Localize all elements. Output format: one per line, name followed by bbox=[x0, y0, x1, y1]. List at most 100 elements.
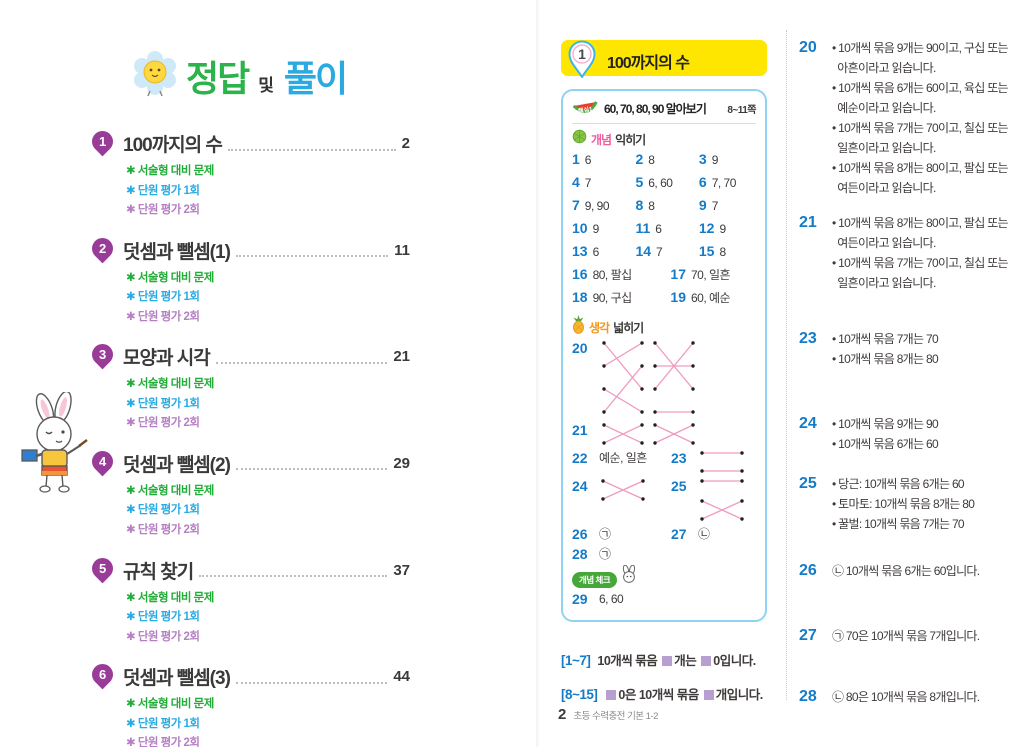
column-divider bbox=[786, 30, 787, 700]
solution-text: ㉠ 70은 10개씩 묶음 7개입니다. bbox=[832, 629, 980, 643]
dotted-leader bbox=[235, 243, 389, 258]
answer-number: 4 bbox=[572, 174, 580, 190]
answer-item: 12 9 bbox=[699, 220, 756, 243]
toc-subitem-writing: ✱ 서술형 대비 문제 bbox=[126, 484, 214, 497]
answer-item: 7 9, 90 bbox=[572, 197, 635, 220]
answer-item: 16 80, 팔십 bbox=[572, 266, 670, 289]
toc-subitem-writing: ✱ 서술형 대비 문제 bbox=[126, 165, 214, 177]
item-number: 21 bbox=[572, 422, 588, 438]
answers-title: 정답 및 풀이 bbox=[132, 50, 348, 102]
chapter-title: 덧셈과 뺄셈(3) bbox=[123, 668, 231, 690]
toc-subitems: ✱ 서술형 대비 문제 ✱ 단원 평가 1회 ✱ 단원 평가 2회 bbox=[126, 375, 410, 434]
solution-item: 21 • 10개씩 묶음 8개는 80이고, 팔십 또는 여든이라고 읽습니다.… bbox=[799, 213, 1018, 293]
solution-text: • 10개씩 묶음 7개는 70 • 10개씩 묶음 8개는 80 bbox=[832, 332, 939, 366]
answer-item: 10 9 bbox=[572, 220, 635, 243]
toc-subitem-writing: ✱ 서술형 대비 문제 bbox=[126, 271, 214, 284]
box-item-20: 20 bbox=[572, 339, 756, 419]
answer-value: 70, 일흔 bbox=[690, 268, 731, 282]
item-number: 29 bbox=[572, 591, 588, 608]
box-item-29: 29 6, 60 bbox=[572, 590, 756, 608]
answer-number: 12 bbox=[698, 220, 715, 236]
matching-diagram-25 bbox=[700, 479, 744, 521]
chapter-title: 100까지의 수 bbox=[123, 135, 223, 156]
toc-chapter: 6 덧셈과 뺄셈(3) 44 ✱ 서술형 대비 문제 ✱ 단원 평가 1회 ✱ … bbox=[87, 659, 410, 747]
solution-number: 25 bbox=[799, 475, 817, 492]
toc-subitem-test2: ✱ 단원 평가 2회 bbox=[126, 417, 200, 430]
answer-number: 18 bbox=[572, 289, 588, 305]
answer-value: 8 bbox=[648, 199, 655, 213]
solution-item: 23 • 10개씩 묶음 7개는 70 • 10개씩 묶음 8개는 80 bbox=[799, 329, 1018, 369]
answer-item: 13 6 bbox=[572, 243, 635, 266]
solutions-column: 20 • 10개씩 묶음 9개는 90이고, 구십 또는 아흔이라고 읽습니다.… bbox=[799, 38, 1018, 707]
answer-item: 14 7 bbox=[635, 243, 698, 266]
toc-chapter-row: 3 모양과 시각 21 bbox=[87, 339, 410, 370]
toc-subitem-test1: ✱ 단원 평가 1회 bbox=[126, 291, 200, 304]
concept-check-badge: 개념 체크 bbox=[572, 564, 756, 589]
chapter-page-number: 29 bbox=[393, 454, 410, 472]
item-number: 22 bbox=[572, 450, 588, 466]
answer-value: 6 bbox=[584, 153, 592, 167]
toc-chapter: 3 모양과 시각 21 ✱ 서술형 대비 문제 ✱ 단원 평가 1회 ✱ 단원 … bbox=[87, 339, 410, 434]
box-item-22: 22 예순, 일흔 bbox=[572, 449, 671, 475]
answer-value: 80, 팔십 bbox=[592, 268, 633, 282]
answer-value: 예순, 일흔 bbox=[599, 451, 647, 465]
solution-number: 20 bbox=[799, 39, 817, 56]
toc-chapter-row: 1 100까지의 수 2 bbox=[87, 126, 410, 157]
chapter-number-badge: 2 bbox=[87, 233, 118, 263]
concept-section-label: 개념 익히기 bbox=[572, 129, 756, 149]
solution-text: ㉡ 10개씩 묶음 6개는 60입니다. bbox=[832, 564, 980, 578]
blank-square bbox=[662, 656, 673, 666]
answer-value: ㉡ bbox=[698, 527, 710, 541]
answer-number: 7 bbox=[572, 197, 580, 213]
toc-subitems: ✱ 서술형 대비 문제 ✱ 단원 평가 1회 ✱ 단원 평가 2회 bbox=[126, 589, 410, 648]
toc-subitems: ✱ 서술형 대비 문제 ✱ 단원 평가 1회 ✱ 단원 평가 2회 bbox=[126, 269, 410, 328]
legend-range-label: [8~15] bbox=[561, 687, 598, 702]
melon-icon bbox=[572, 129, 587, 149]
answer-item: 3 9 bbox=[699, 151, 756, 174]
answer-number: 1 bbox=[572, 151, 580, 167]
answer-value: 6, 60 bbox=[599, 592, 624, 607]
solution-item: 27 ㉠ 70은 10개씩 묶음 7개입니다. bbox=[799, 626, 1018, 646]
chapter-title: 모양과 시각 bbox=[123, 348, 211, 370]
answer-item: 9 7 bbox=[699, 197, 756, 220]
solution-item: 25 • 당근: 10개씩 묶음 6개는 60 • 토마토: 10개씩 묶음 8… bbox=[799, 474, 1018, 534]
toc-subitems: ✱ 서술형 대비 문제 ✱ 단원 평가 1회 ✱ 단원 평가 2회 bbox=[126, 162, 410, 221]
solution-number: 27 bbox=[799, 627, 817, 644]
answer-value: 8 bbox=[719, 245, 726, 259]
box-item-24: 24 bbox=[572, 477, 671, 523]
toc-subitem-writing: ✱ 서술형 대비 문제 bbox=[126, 378, 214, 391]
chapter-title: 덧셈과 뺄셈(2) bbox=[123, 454, 231, 476]
answer-number: 3 bbox=[698, 151, 707, 167]
toc-chapter: 1 100까지의 수 2 ✱ 서술형 대비 문제 ✱ 단원 평가 1회 ✱ 단원… bbox=[87, 126, 410, 221]
solution-item: 28 ㉡ 80은 10개씩 묶음 8개입니다. bbox=[799, 687, 1018, 707]
toc-subitem-test2: ✱ 단원 평가 2회 bbox=[126, 524, 200, 537]
answer-item: 1 6 bbox=[572, 151, 635, 174]
think-section-label: 생각 넓히기 bbox=[572, 315, 756, 336]
toc-subitem-writing: ✱ 서술형 대비 문제 bbox=[126, 698, 214, 711]
table-of-contents: 1 100까지의 수 2 ✱ 서술형 대비 문제 ✱ 단원 평가 1회 ✱ 단원… bbox=[87, 126, 410, 747]
answers-column: 1 100까지의 수 핵심1 60, 70, 80, 90 알아보기 8~11쪽 bbox=[561, 40, 769, 622]
answer-value: 60, 예순 bbox=[690, 291, 731, 305]
think-tag: 생각 bbox=[589, 320, 610, 335]
dotted-leader bbox=[215, 350, 388, 364]
watermelon-icon: 핵심1 bbox=[572, 98, 599, 118]
chapter-number-badge: 1 bbox=[87, 126, 118, 157]
answer-item: 5 6, 60 bbox=[635, 174, 698, 197]
answer-legend: [1~7] 10개씩 묶음 개는 0입니다. [8~15] 0은 10개씩 묶음… bbox=[561, 650, 786, 703]
answer-item: 6 7, 70 bbox=[699, 174, 756, 197]
toc-subitems: ✱ 서술형 대비 문제 ✱ 단원 평가 1회 ✱ 단원 평가 2회 bbox=[126, 482, 410, 541]
answer-number: 16 bbox=[572, 266, 588, 282]
box-item-26: 26 ㉠ bbox=[572, 525, 671, 543]
chapter-page-number: 44 bbox=[393, 668, 410, 686]
answer-value: ㉠ bbox=[599, 547, 611, 562]
dotted-leader bbox=[199, 563, 388, 578]
answer-number: 8 bbox=[635, 197, 644, 213]
chapter-page-number: 2 bbox=[401, 135, 410, 152]
toc-chapter: 4 덧셈과 뺄셈(2) 29 ✱ 서술형 대비 문제 ✱ 단원 평가 1회 ✱ … bbox=[87, 446, 410, 541]
toc-subitem-writing: ✱ 서술형 대비 문제 bbox=[126, 591, 214, 604]
solution-number: 21 bbox=[799, 214, 817, 231]
think-suffix: 넓히기 bbox=[613, 320, 644, 335]
solution-text: • 당근: 10개씩 묶음 6개는 60 • 토마토: 10개씩 묶음 8개는 … bbox=[832, 477, 975, 531]
answer-grid-2col: 16 80, 팔십 17 70, 일흔 18 90, 구십 19 60, 예순 bbox=[572, 266, 756, 312]
